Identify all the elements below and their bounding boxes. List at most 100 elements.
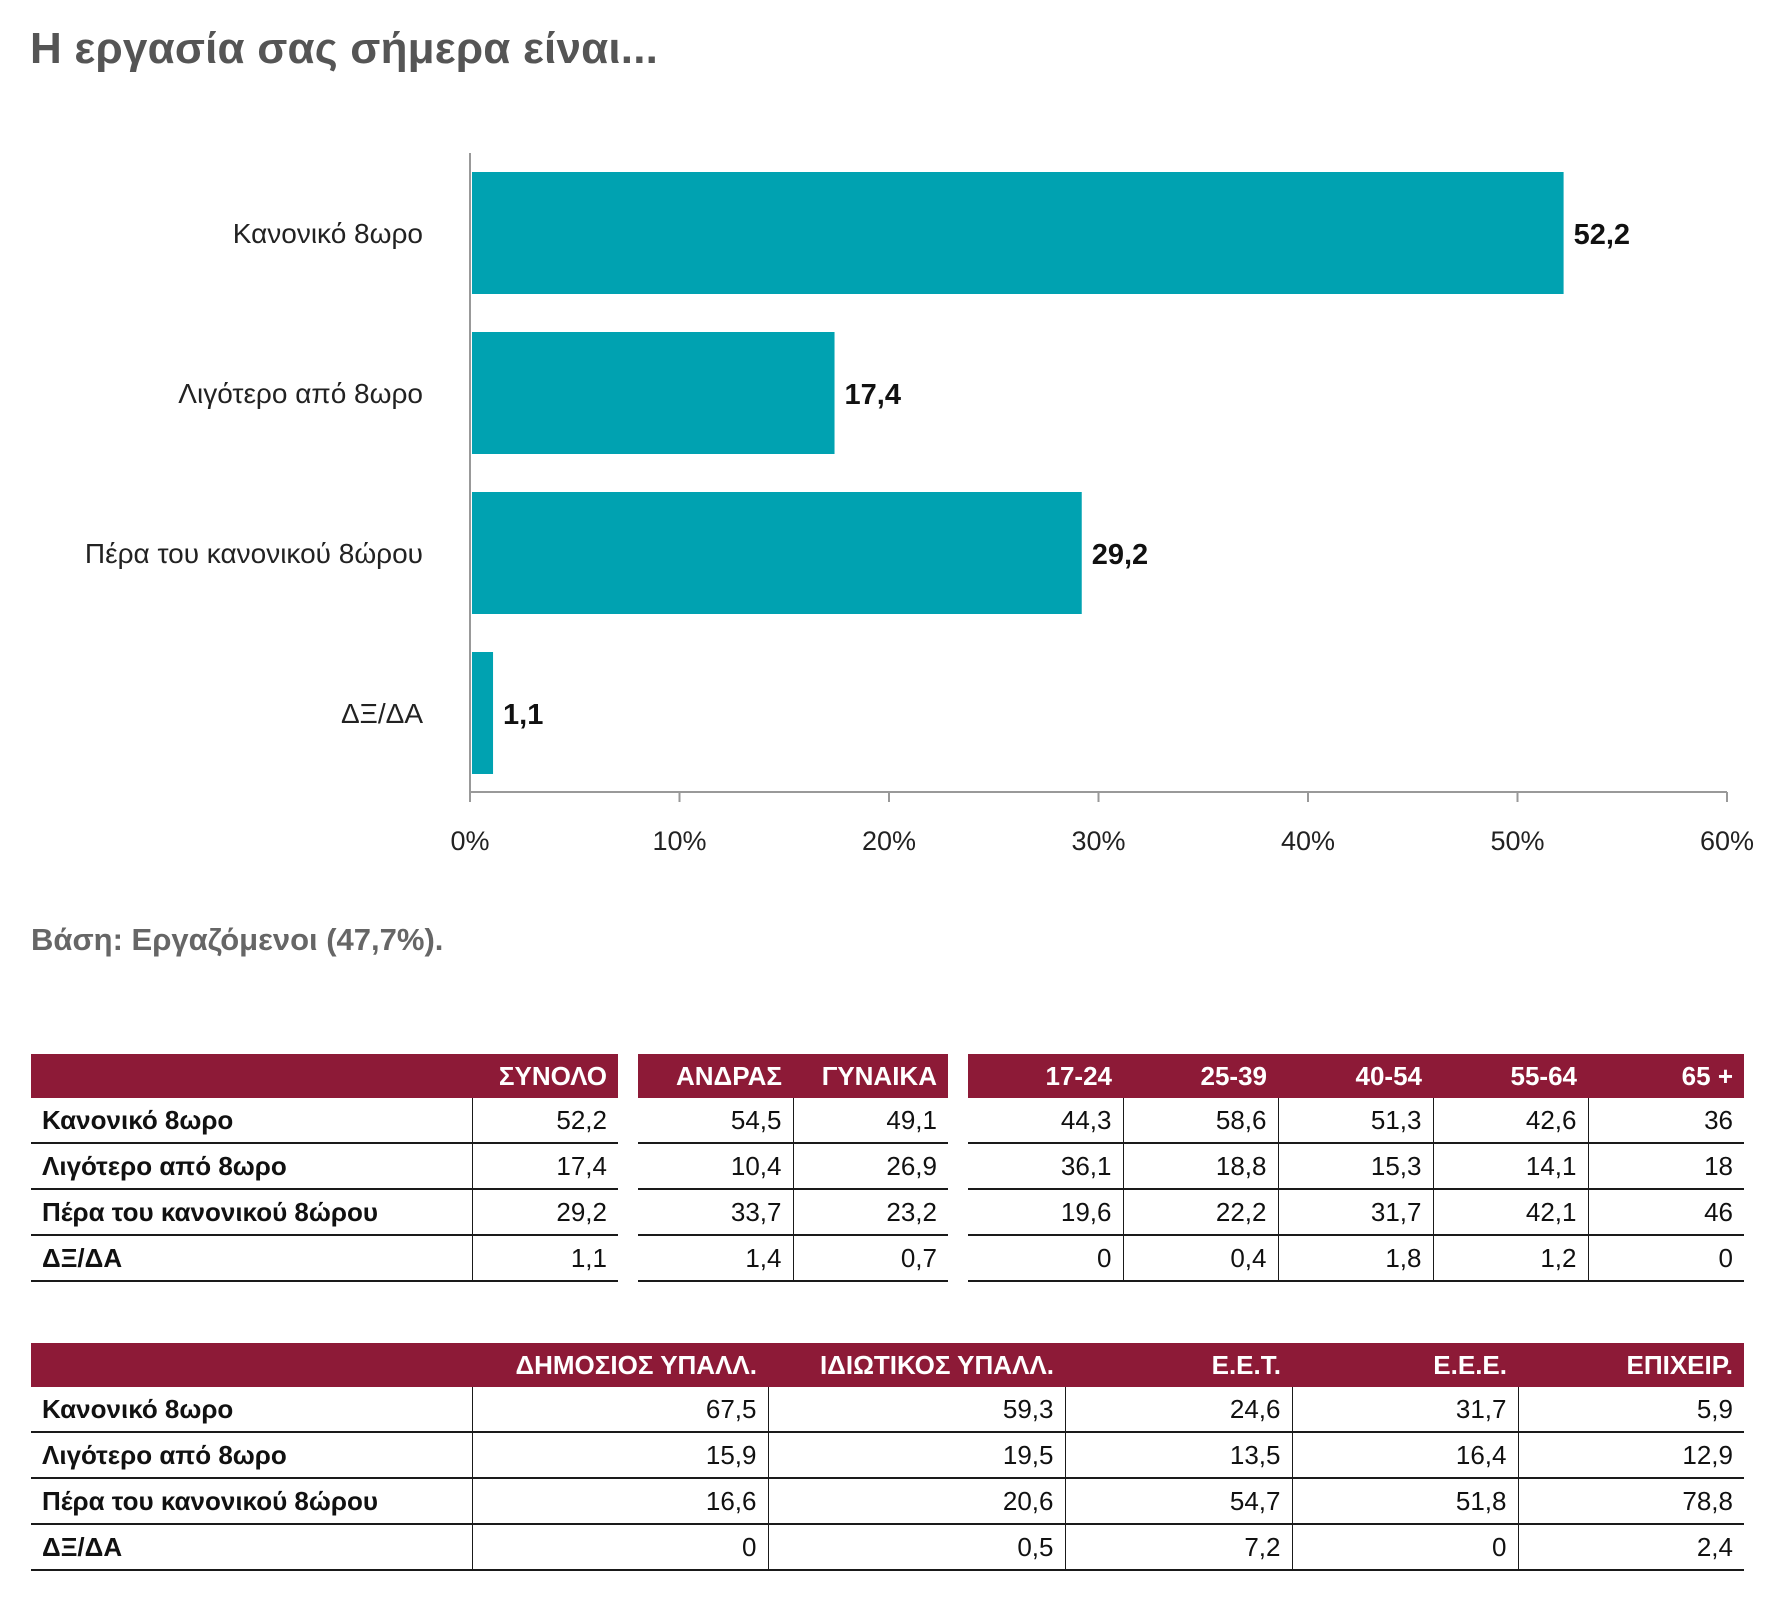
header-age-40-54: 40-54 [1278, 1054, 1433, 1098]
row-label: Κανονικό 8ωρο [31, 1387, 472, 1433]
table-row: Λιγότερο από 8ωρο 15,9 19,5 13,5 16,4 12,9 [31, 1432, 1744, 1479]
table-cell: 1,4 [638, 1235, 793, 1282]
table-cell: 0 [968, 1235, 1123, 1282]
table-cell: 52,2 [471, 1098, 618, 1144]
table-cell: 29,2 [471, 1189, 618, 1236]
row-label: Λιγότερο από 8ωρο [31, 1143, 472, 1190]
table-cell: 2,4 [1517, 1524, 1744, 1571]
column-gap [948, 1098, 968, 1143]
data-label: 52,2 [1574, 219, 1630, 251]
x-tick-label: 20% [862, 826, 916, 856]
column-gap [948, 1235, 968, 1281]
row-label: Πέρα του κανονικού 8ώρου [31, 1478, 472, 1525]
table-cell: 54,7 [1064, 1478, 1292, 1525]
header-eet: Ε.Ε.Τ. [1065, 1343, 1292, 1387]
chart-title: Η εργασία σας σήμερα είναι... [30, 24, 659, 73]
table-cell: 16,4 [1291, 1432, 1518, 1479]
row-label: Κανονικό 8ωρο [31, 1098, 472, 1144]
table-cell: 54,5 [638, 1098, 793, 1144]
header-corner [31, 1054, 472, 1098]
table-cell: 0 [1291, 1524, 1518, 1571]
table-cell: 1,1 [471, 1235, 618, 1282]
header-eee: Ε.Ε.Ε. [1292, 1343, 1518, 1387]
x-tick-label: 0% [450, 826, 489, 856]
table-cell: 0 [471, 1524, 768, 1571]
x-tick-label: 60% [1700, 826, 1754, 856]
table-cell: 18,8 [1122, 1143, 1278, 1190]
table-cell: 0,5 [767, 1524, 1065, 1571]
table-cell: 31,7 [1277, 1189, 1433, 1236]
table-cell: 42,1 [1432, 1189, 1588, 1236]
x-tick-label: 50% [1490, 826, 1544, 856]
table-row: ΔΞ/ΔΑ 0 0,5 7,2 0 2,4 [31, 1524, 1744, 1571]
table-cell: 14,1 [1432, 1143, 1588, 1190]
row-label: Λιγότερο από 8ωρο [31, 1432, 472, 1479]
table-row: Λιγότερο από 8ωρο 17,4 10,4 26,9 36,1 18,8 15,… [31, 1143, 1744, 1190]
table-cell: 10,4 [638, 1143, 793, 1190]
bar [472, 652, 494, 774]
table-cell: 19,6 [968, 1189, 1123, 1236]
table-cell: 7,2 [1064, 1524, 1292, 1571]
row-label: ΔΞ/ΔΑ [31, 1235, 472, 1282]
column-gap [618, 1143, 638, 1189]
table-cell: 18 [1587, 1143, 1744, 1190]
table-header-row: ΣΥΝΟΛΟ ΑΝΔΡΑΣ ΓΥΝΑΙΚΑ 17-24 25-39 40-54 … [31, 1054, 1744, 1098]
table-cell: 44,3 [968, 1098, 1123, 1144]
table-row: Κανονικό 8ωρο 52,2 54,5 49,1 44,3 58,6 51,3 42,… [31, 1098, 1744, 1144]
table-cell: 36,1 [968, 1143, 1123, 1190]
category-label: ΔΞ/ΔΑ [341, 698, 423, 729]
table-cell: 22,2 [1122, 1189, 1278, 1236]
column-gap [618, 1098, 638, 1143]
table-cell: 36 [1587, 1098, 1744, 1144]
table-cell: 0 [1587, 1235, 1744, 1282]
table-row: ΔΞ/ΔΑ 1,1 1,4 0,7 0 0,4 1,8 1,2 0 [31, 1235, 1744, 1282]
table-cell: 51,8 [1291, 1478, 1518, 1525]
x-tick-label: 30% [1071, 826, 1125, 856]
occupation-table: ΔΗΜΟΣΙΟΣ ΥΠΑΛΛ. ΙΔΙΩΤΙΚΟΣ ΥΠΑΛΛ. Ε.Ε.Τ. … [31, 1343, 1744, 1571]
x-tick-label: 40% [1281, 826, 1335, 856]
demographics-table: ΣΥΝΟΛΟ ΑΝΔΡΑΣ ΓΥΝΑΙΚΑ 17-24 25-39 40-54 … [31, 1054, 1744, 1282]
table-row: Πέρα του κανονικού 8ώρου 16,6 20,6 54,7 51,8… [31, 1478, 1744, 1525]
table-cell: 59,3 [767, 1387, 1065, 1433]
bar-chart: 0% 10% 20% 30% 40% 50% 60% Κανονικό 8ωρο 52,2 Λιγ… [85, 153, 1754, 856]
column-gap [618, 1235, 638, 1281]
bar [472, 332, 835, 454]
row-label: Πέρα του κανονικού 8ώρου [31, 1189, 472, 1236]
data-label: 1,1 [503, 699, 543, 731]
table-cell: 15,3 [1277, 1143, 1433, 1190]
column-gap [948, 1143, 968, 1189]
table-cell: 16,6 [471, 1478, 768, 1525]
table-header-row: ΔΗΜΟΣΙΟΣ ΥΠΑΛΛ. ΙΔΙΩΤΙΚΟΣ ΥΠΑΛΛ. Ε.Ε.Τ. … [31, 1343, 1744, 1387]
category-label: Λιγότερο από 8ωρο [178, 378, 423, 409]
bar [472, 492, 1082, 614]
base-note: Βάση: Εργαζόμενοι (47,7%). [31, 922, 444, 957]
header-private-employee: ΙΔΙΩΤΙΚΟΣ ΥΠΑΛΛ. [768, 1343, 1065, 1387]
table-cell: 49,1 [792, 1098, 948, 1144]
table-row: Κανονικό 8ωρο 67,5 59,3 24,6 31,7 5,9 [31, 1387, 1744, 1433]
table-cell: 23,2 [792, 1189, 948, 1236]
column-gap [618, 1189, 638, 1235]
header-corner [31, 1343, 472, 1387]
row-label: ΔΞ/ΔΑ [31, 1524, 472, 1571]
column-gap [948, 1189, 968, 1235]
table-cell: 51,3 [1277, 1098, 1433, 1144]
table-cell: 24,6 [1064, 1387, 1292, 1433]
table-cell: 1,8 [1277, 1235, 1433, 1282]
table-cell: 12,9 [1517, 1432, 1744, 1479]
header-age-55-64: 55-64 [1433, 1054, 1588, 1098]
table-row: Πέρα του κανονικού 8ώρου 29,2 33,7 23,2 19,6… [31, 1189, 1744, 1236]
table-cell: 26,9 [792, 1143, 948, 1190]
header-public-employee: ΔΗΜΟΣΙΟΣ ΥΠΑΛΛ. [472, 1343, 768, 1387]
header-total: ΣΥΝΟΛΟ [472, 1054, 618, 1098]
table-cell: 17,4 [471, 1143, 618, 1190]
table-cell: 58,6 [1122, 1098, 1278, 1144]
table-cell: 20,6 [767, 1478, 1065, 1525]
table-cell: 1,2 [1432, 1235, 1588, 1282]
table-cell: 78,8 [1517, 1478, 1744, 1525]
bar [472, 172, 1564, 294]
table-cell: 15,9 [471, 1432, 768, 1479]
table-cell: 33,7 [638, 1189, 793, 1236]
table-cell: 67,5 [471, 1387, 768, 1433]
x-tick-label: 10% [652, 826, 706, 856]
table-cell: 0,4 [1122, 1235, 1278, 1282]
